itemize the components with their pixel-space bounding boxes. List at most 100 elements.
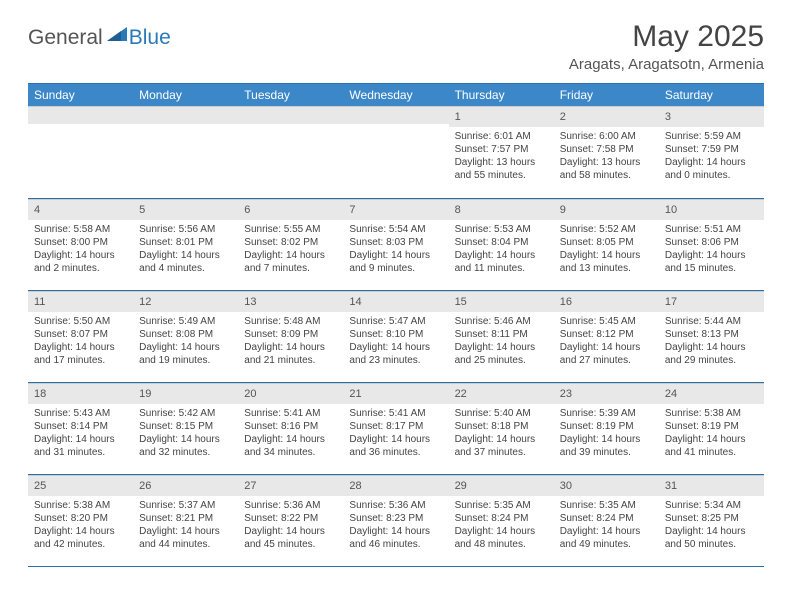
logo-sail-icon [107, 27, 127, 41]
day-cell: 13Sunrise: 5:48 AMSunset: 8:09 PMDayligh… [238, 290, 343, 382]
daylight-line: Daylight: 13 hours and 55 minutes. [455, 156, 548, 182]
day-cell: 14Sunrise: 5:47 AMSunset: 8:10 PMDayligh… [343, 290, 448, 382]
daylight-line: Daylight: 14 hours and 9 minutes. [349, 249, 442, 275]
month-title: May 2025 [569, 20, 764, 54]
day-cell: 26Sunrise: 5:37 AMSunset: 8:21 PMDayligh… [133, 474, 238, 566]
day-number: 20 [238, 383, 343, 404]
day-details: Sunrise: 6:00 AMSunset: 7:58 PMDaylight:… [554, 127, 659, 186]
day-number: 8 [449, 199, 554, 220]
daylight-line: Daylight: 14 hours and 48 minutes. [455, 525, 548, 551]
weekday-header: Sunday [28, 84, 133, 107]
daylight-line: Daylight: 14 hours and 49 minutes. [560, 525, 653, 551]
day-details: Sunrise: 5:41 AMSunset: 8:16 PMDaylight:… [238, 404, 343, 463]
day-cell: 1Sunrise: 6:01 AMSunset: 7:57 PMDaylight… [449, 106, 554, 198]
day-number: 21 [343, 383, 448, 404]
calendar-table: Sunday Monday Tuesday Wednesday Thursday… [28, 83, 764, 567]
day-details: Sunrise: 5:49 AMSunset: 8:08 PMDaylight:… [133, 312, 238, 371]
daylight-line: Daylight: 14 hours and 25 minutes. [455, 341, 548, 367]
sunset-line: Sunset: 8:10 PM [349, 328, 442, 341]
sunset-line: Sunset: 8:02 PM [244, 236, 337, 249]
day-number: 25 [28, 475, 133, 496]
day-number: 28 [343, 475, 448, 496]
sunrise-line: Sunrise: 5:34 AM [665, 499, 758, 512]
day-number: 15 [449, 291, 554, 312]
day-number: 11 [28, 291, 133, 312]
sunrise-line: Sunrise: 6:00 AM [560, 130, 653, 143]
sunset-line: Sunset: 8:01 PM [139, 236, 232, 249]
day-cell [28, 106, 133, 198]
header: General Blue May 2025 Aragats, Aragatsot… [28, 20, 764, 79]
sunrise-line: Sunrise: 5:53 AM [455, 223, 548, 236]
sunrise-line: Sunrise: 5:49 AM [139, 315, 232, 328]
day-cell: 20Sunrise: 5:41 AMSunset: 8:16 PMDayligh… [238, 382, 343, 474]
day-cell: 15 Sunrise: 5:46 AMSunset: 8:11 PMDayligh… [449, 290, 554, 382]
daylight-line: Daylight: 14 hours and 29 minutes. [665, 341, 758, 367]
day-cell: 9Sunrise: 5:52 AMSunset: 8:05 PMDaylight… [554, 198, 659, 290]
sunrise-line: Sunrise: 5:38 AM [34, 499, 127, 512]
day-cell: 4Sunrise: 5:58 AMSunset: 8:00 PMDaylight… [28, 198, 133, 290]
sunset-line: Sunset: 7:58 PM [560, 143, 653, 156]
sunset-line: Sunset: 8:24 PM [455, 512, 548, 525]
daylight-line: Daylight: 14 hours and 17 minutes. [34, 341, 127, 367]
day-details: Sunrise: 5:47 AMSunset: 8:10 PMDaylight:… [343, 312, 448, 371]
sunset-line: Sunset: 8:23 PM [349, 512, 442, 525]
sunset-line: Sunset: 8:07 PM [34, 328, 127, 341]
day-number: 18 [28, 383, 133, 404]
day-details: Sunrise: 5:59 AMSunset: 7:59 PMDaylight:… [659, 127, 764, 186]
day-cell: 2Sunrise: 6:00 AMSunset: 7:58 PMDaylight… [554, 106, 659, 198]
sunrise-line: Sunrise: 5:41 AM [349, 407, 442, 420]
day-cell: 22Sunrise: 5:40 AMSunset: 8:18 PMDayligh… [449, 382, 554, 474]
day-number: 7 [343, 199, 448, 220]
day-cell: 30Sunrise: 5:35 AMSunset: 8:24 PMDayligh… [554, 474, 659, 566]
sunrise-line: Sunrise: 5:35 AM [455, 499, 548, 512]
day-cell: 7Sunrise: 5:54 AMSunset: 8:03 PMDaylight… [343, 198, 448, 290]
day-details: Sunrise: 5:58 AMSunset: 8:00 PMDaylight:… [28, 220, 133, 279]
daylight-line: Daylight: 14 hours and 44 minutes. [139, 525, 232, 551]
sunrise-line: Sunrise: 5:35 AM [560, 499, 653, 512]
daylight-line: Daylight: 14 hours and 21 minutes. [244, 341, 337, 367]
empty-day-number [343, 106, 448, 124]
sunset-line: Sunset: 8:25 PM [665, 512, 758, 525]
daylight-line: Daylight: 14 hours and 31 minutes. [34, 433, 127, 459]
daylight-line: Daylight: 14 hours and 39 minutes. [560, 433, 653, 459]
daylight-line: Daylight: 13 hours and 58 minutes. [560, 156, 653, 182]
sunset-line: Sunset: 7:57 PM [455, 143, 548, 156]
day-cell [238, 106, 343, 198]
day-details: Sunrise: 5:45 AMSunset: 8:12 PMDaylight:… [554, 312, 659, 371]
sunset-line: Sunset: 8:06 PM [665, 236, 758, 249]
sunrise-line: Sunrise: 5:47 AM [349, 315, 442, 328]
sunrise-line: Sunrise: 5:51 AM [665, 223, 758, 236]
day-details: Sunrise: 5:34 AMSunset: 8:25 PMDaylight:… [659, 496, 764, 555]
calendar-week-row: 18Sunrise: 5:43 AMSunset: 8:14 PMDayligh… [28, 382, 764, 474]
calendar-week-row: 1Sunrise: 6:01 AMSunset: 7:57 PMDaylight… [28, 106, 764, 198]
day-cell: 8Sunrise: 5:53 AMSunset: 8:04 PMDaylight… [449, 198, 554, 290]
day-details: Sunrise: 5:56 AMSunset: 8:01 PMDaylight:… [133, 220, 238, 279]
sunset-line: Sunset: 8:16 PM [244, 420, 337, 433]
day-number: 5 [133, 199, 238, 220]
day-number: 24 [659, 383, 764, 404]
sunrise-line: Sunrise: 5:46 AM [455, 315, 548, 328]
day-cell: 12Sunrise: 5:49 AMSunset: 8:08 PMDayligh… [133, 290, 238, 382]
logo-text-general: General [28, 26, 103, 50]
sunset-line: Sunset: 8:12 PM [560, 328, 653, 341]
sunset-line: Sunset: 8:11 PM [455, 328, 548, 341]
day-number: 22 [449, 383, 554, 404]
day-details: Sunrise: 5:36 AMSunset: 8:22 PMDaylight:… [238, 496, 343, 555]
weekday-header: Wednesday [343, 84, 448, 107]
daylight-line: Daylight: 14 hours and 42 minutes. [34, 525, 127, 551]
sunrise-line: Sunrise: 5:43 AM [34, 407, 127, 420]
day-details: Sunrise: 5:53 AMSunset: 8:04 PMDaylight:… [449, 220, 554, 279]
day-details: Sunrise: 5:42 AMSunset: 8:15 PMDaylight:… [133, 404, 238, 463]
day-cell: 23Sunrise: 5:39 AMSunset: 8:19 PMDayligh… [554, 382, 659, 474]
weekday-header: Thursday [449, 84, 554, 107]
sunrise-line: Sunrise: 5:54 AM [349, 223, 442, 236]
sunset-line: Sunset: 7:59 PM [665, 143, 758, 156]
daylight-line: Daylight: 14 hours and 46 minutes. [349, 525, 442, 551]
sunrise-line: Sunrise: 5:56 AM [139, 223, 232, 236]
day-cell: 11Sunrise: 5:50 AMSunset: 8:07 PMDayligh… [28, 290, 133, 382]
daylight-line: Daylight: 14 hours and 19 minutes. [139, 341, 232, 367]
sunset-line: Sunset: 8:17 PM [349, 420, 442, 433]
sunset-line: Sunset: 8:22 PM [244, 512, 337, 525]
day-details: Sunrise: 5:35 AMSunset: 8:24 PMDaylight:… [449, 496, 554, 555]
day-cell: 31Sunrise: 5:34 AMSunset: 8:25 PMDayligh… [659, 474, 764, 566]
